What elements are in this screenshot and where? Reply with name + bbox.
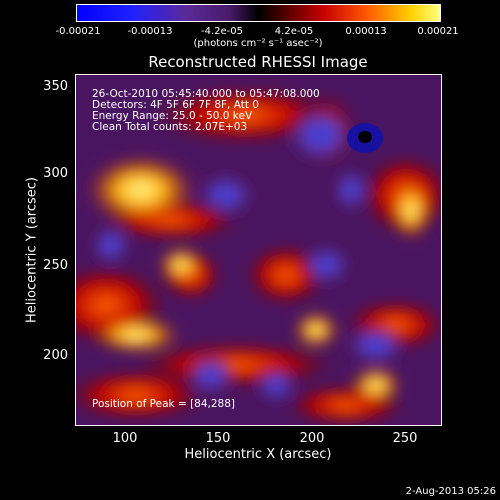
x-tick-label: 150	[205, 431, 231, 446]
colorbar-tick: -0.00013	[127, 26, 173, 37]
x-tick-label: 100	[112, 431, 138, 446]
date-stamp: 2-Aug-2013 05:26	[405, 486, 496, 497]
y-tick-label: 250	[43, 258, 68, 273]
colorbar-tick: 4.2e-05	[274, 26, 314, 37]
y-tick-label: 200	[43, 348, 68, 363]
colorbar-units: (photons cm⁻² s⁻¹ asec⁻²)	[193, 38, 323, 49]
x-tick-label: 250	[392, 431, 418, 446]
x-tick-label: 200	[299, 431, 325, 446]
colorbar-tick: 0.00013	[345, 26, 387, 37]
y-tick-label: 350	[43, 79, 68, 94]
colorbar-tick: 0.00021	[417, 26, 459, 37]
colorbar-tick: -4.2e-05	[201, 26, 243, 37]
energy-range: Energy Range: 25.0 - 50.0 keV	[92, 110, 253, 122]
colorbar-tick: -0.00021	[55, 26, 101, 37]
image-plot: 26-Oct-2010 05:45:40.000 to 05:47:08.000…	[75, 74, 442, 426]
heatmap-image	[76, 75, 441, 425]
peak-position: Position of Peak = [84,288]	[92, 398, 236, 410]
x-axis-label: Heliocentric X (arcsec)	[184, 447, 332, 462]
y-tick-label: 300	[43, 166, 68, 181]
plot-title: Reconstructed RHESSI Image	[148, 53, 368, 71]
y-axis-label: Heliocentric Y (arcsec)	[24, 177, 40, 323]
detectors-info: Detectors: 4F 5F 6F 7F 8F, Att 0	[92, 99, 259, 111]
method-counts: Clean Total counts: 2.07E+03	[92, 121, 248, 133]
colorbar	[76, 4, 441, 22]
observation-time: 26-Oct-2010 05:45:40.000 to 05:47:08.000	[92, 88, 320, 100]
